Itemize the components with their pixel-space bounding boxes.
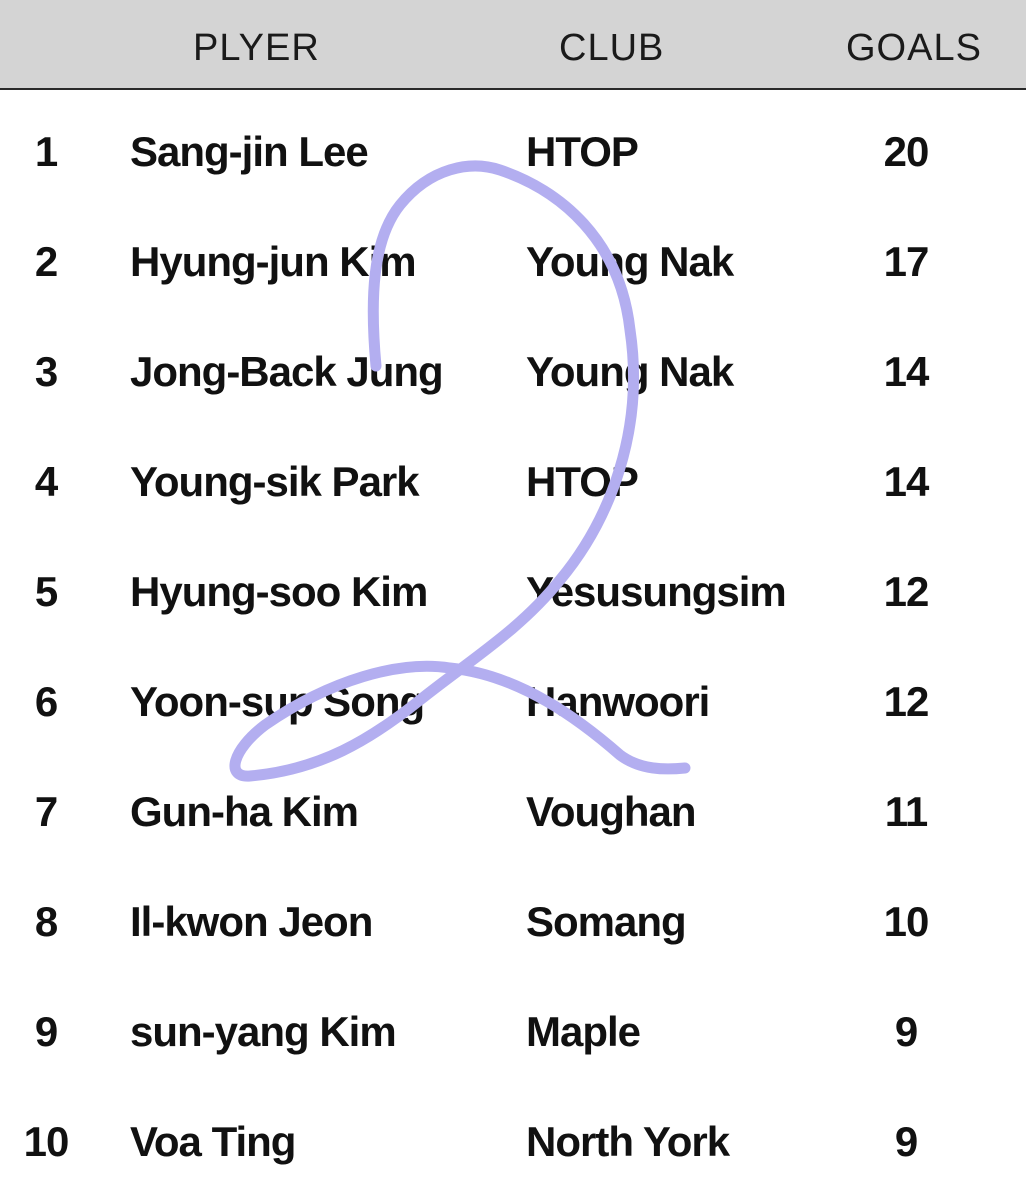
club-cell: HTOP [526,128,639,175]
goals-cell: 17 [883,238,930,285]
club-cell: Voughan [526,788,697,835]
player-cell: Voa Ting [130,1118,296,1165]
rank-cell: 8 [34,898,58,945]
rank-cell: 1 [34,128,58,175]
player-cell: Young-sik Park [130,458,420,505]
goals-cell: 9 [894,1008,918,1055]
rank-cell: 6 [34,678,58,725]
rank-cell: 2 [34,238,58,285]
club-cell: Young Nak [526,348,734,395]
table-row: 6 Yoon-sup Song Hanwoori 12 [0,642,1026,752]
player-cell: Gun-ha Kim [130,788,359,835]
rank-cell: 3 [34,348,58,395]
club-cell: Hanwoori [526,678,710,725]
player-cell: Hyung-soo Kim [130,568,428,615]
table-header: PLYER CLUB GOALS [0,0,1026,90]
table-row: 2 Hyung-jun Kim Young Nak 17 [0,202,1026,312]
club-cell: North York [526,1118,730,1165]
player-cell: Hyung-jun Kim [130,238,417,285]
club-cell: Somang [526,898,687,945]
player-column-header: PLYER [193,27,320,69]
rank-cell: 10 [23,1118,70,1165]
table-row: 3 Jong-Back Jung Young Nak 14 [0,312,1026,422]
table-row: 7 Gun-ha Kim Voughan 11 [0,752,1026,862]
goals-cell: 14 [883,458,930,505]
club-cell: Young Nak [526,238,734,285]
table-row: 4 Young-sik Park HTOP 14 [0,422,1026,532]
goals-cell: 20 [883,128,930,175]
goals-cell: 12 [883,678,930,725]
club-cell: Yesusungsim [526,568,787,615]
rank-cell: 9 [34,1008,58,1055]
rank-cell: 5 [34,568,58,615]
player-cell: Yoon-sup Song [130,678,425,725]
rank-cell: 7 [34,788,58,835]
goals-cell: 9 [894,1118,918,1165]
goals-cell: 11 [884,788,928,835]
player-cell: Il-kwon Jeon [130,898,373,945]
table-row: 1 Sang-jin Lee HTOP 20 [0,92,1026,202]
goals-cell: 12 [883,568,930,615]
table-row: 8 Il-kwon Jeon Somang 10 [0,862,1026,972]
club-cell: Maple [526,1008,641,1055]
club-cell: HTOP [526,458,639,505]
rank-cell: 4 [34,458,58,505]
goals-column-header: GOALS [846,27,982,69]
goals-cell: 10 [883,898,930,945]
table-row: 5 Hyung-soo Kim Yesusungsim 12 [0,532,1026,642]
table-row: 10 Voa Ting North York 9 [0,1082,1026,1192]
goals-cell: 14 [883,348,930,395]
club-column-header: CLUB [559,27,665,69]
player-cell: Sang-jin Lee [130,128,369,175]
player-cell: Jong-Back Jung [130,348,444,395]
table-row: 9 sun-yang Kim Maple 9 [0,972,1026,1082]
player-cell: sun-yang Kim [130,1008,397,1055]
